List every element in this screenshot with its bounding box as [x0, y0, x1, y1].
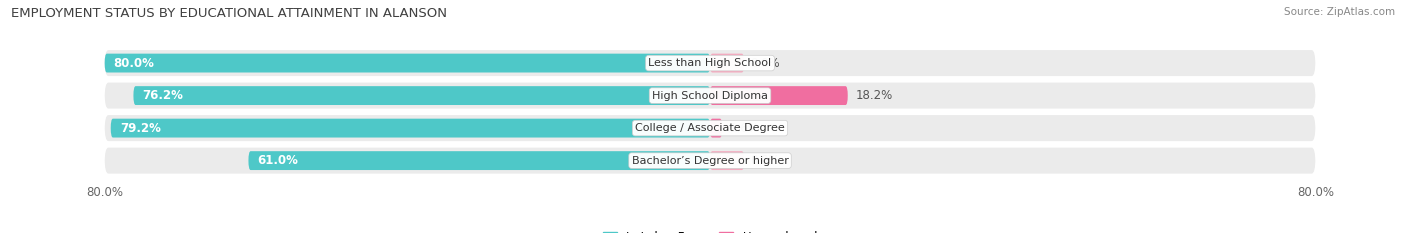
Text: Source: ZipAtlas.com: Source: ZipAtlas.com [1284, 7, 1395, 17]
Text: Less than High School: Less than High School [648, 58, 772, 68]
Text: 0.0%: 0.0% [751, 57, 780, 70]
Text: 80.0%: 80.0% [114, 57, 155, 70]
Text: EMPLOYMENT STATUS BY EDUCATIONAL ATTAINMENT IN ALANSON: EMPLOYMENT STATUS BY EDUCATIONAL ATTAINM… [11, 7, 447, 20]
Text: 61.0%: 61.0% [257, 154, 298, 167]
FancyBboxPatch shape [111, 119, 710, 137]
FancyBboxPatch shape [249, 151, 710, 170]
FancyBboxPatch shape [104, 115, 1316, 141]
FancyBboxPatch shape [104, 82, 1316, 109]
Text: College / Associate Degree: College / Associate Degree [636, 123, 785, 133]
Text: 0.0%: 0.0% [751, 154, 780, 167]
Text: 76.2%: 76.2% [142, 89, 183, 102]
Text: 79.2%: 79.2% [120, 122, 160, 135]
FancyBboxPatch shape [104, 147, 1316, 174]
FancyBboxPatch shape [710, 151, 744, 170]
Legend: In Labor Force, Unemployed: In Labor Force, Unemployed [598, 226, 823, 233]
FancyBboxPatch shape [134, 86, 710, 105]
FancyBboxPatch shape [710, 86, 848, 105]
FancyBboxPatch shape [710, 119, 723, 137]
Text: 18.2%: 18.2% [855, 89, 893, 102]
Text: High School Diploma: High School Diploma [652, 91, 768, 101]
FancyBboxPatch shape [104, 50, 1316, 76]
Text: 1.6%: 1.6% [730, 122, 759, 135]
FancyBboxPatch shape [710, 54, 744, 72]
FancyBboxPatch shape [104, 54, 710, 72]
Text: Bachelor’s Degree or higher: Bachelor’s Degree or higher [631, 156, 789, 166]
